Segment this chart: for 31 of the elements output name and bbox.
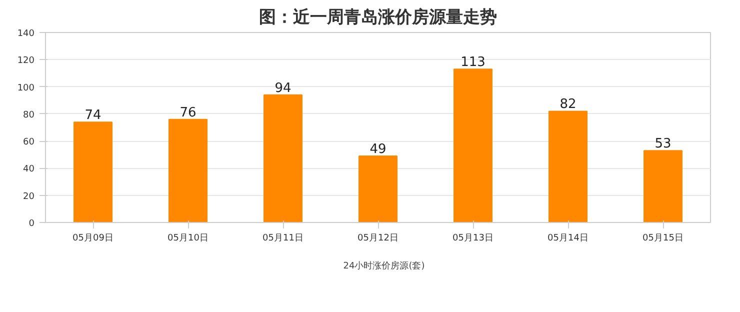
text: 24小时涨价房源(套) [343, 260, 425, 272]
y-tick-label: 60 [23, 138, 35, 148]
y-tick-label: 100 [17, 83, 35, 94]
y-tick-label: 0 [28, 219, 35, 229]
x-tick-label: 05月11日 [262, 234, 304, 244]
x-tick-label: 05月14日 [548, 234, 588, 244]
y-tick-label: 120 [17, 56, 35, 66]
data-label: 113 [460, 55, 486, 70]
bar [454, 68, 492, 222]
bar [264, 94, 302, 222]
x-tick-label: 05月12日 [358, 234, 398, 244]
x-tick-label: 05月15日 [642, 234, 684, 244]
bar [358, 156, 398, 222]
x-tick-label: 05月10日 [168, 234, 208, 244]
chart-title: 图：近一周青岛涨价房源量走势 [259, 8, 497, 28]
data-label: 49 [370, 142, 386, 157]
data-label: 76 [180, 105, 196, 120]
bar [168, 118, 208, 222]
y-tick-label: 80 [23, 110, 35, 120]
data-label: 74 [84, 108, 102, 124]
bar [74, 122, 112, 222]
y-tick-label: 40 [23, 164, 35, 175]
data-label: 94 [274, 80, 292, 96]
bar [548, 110, 588, 222]
y-tick-label: 140 [17, 29, 35, 39]
data-label: 53 [654, 136, 672, 152]
data-label: 82 [560, 97, 576, 112]
y-tick-label: 20 [23, 192, 35, 202]
bar [644, 150, 682, 222]
x-tick-label: 05月13日 [452, 234, 494, 244]
x-tick-label: 05月09日 [72, 234, 114, 244]
